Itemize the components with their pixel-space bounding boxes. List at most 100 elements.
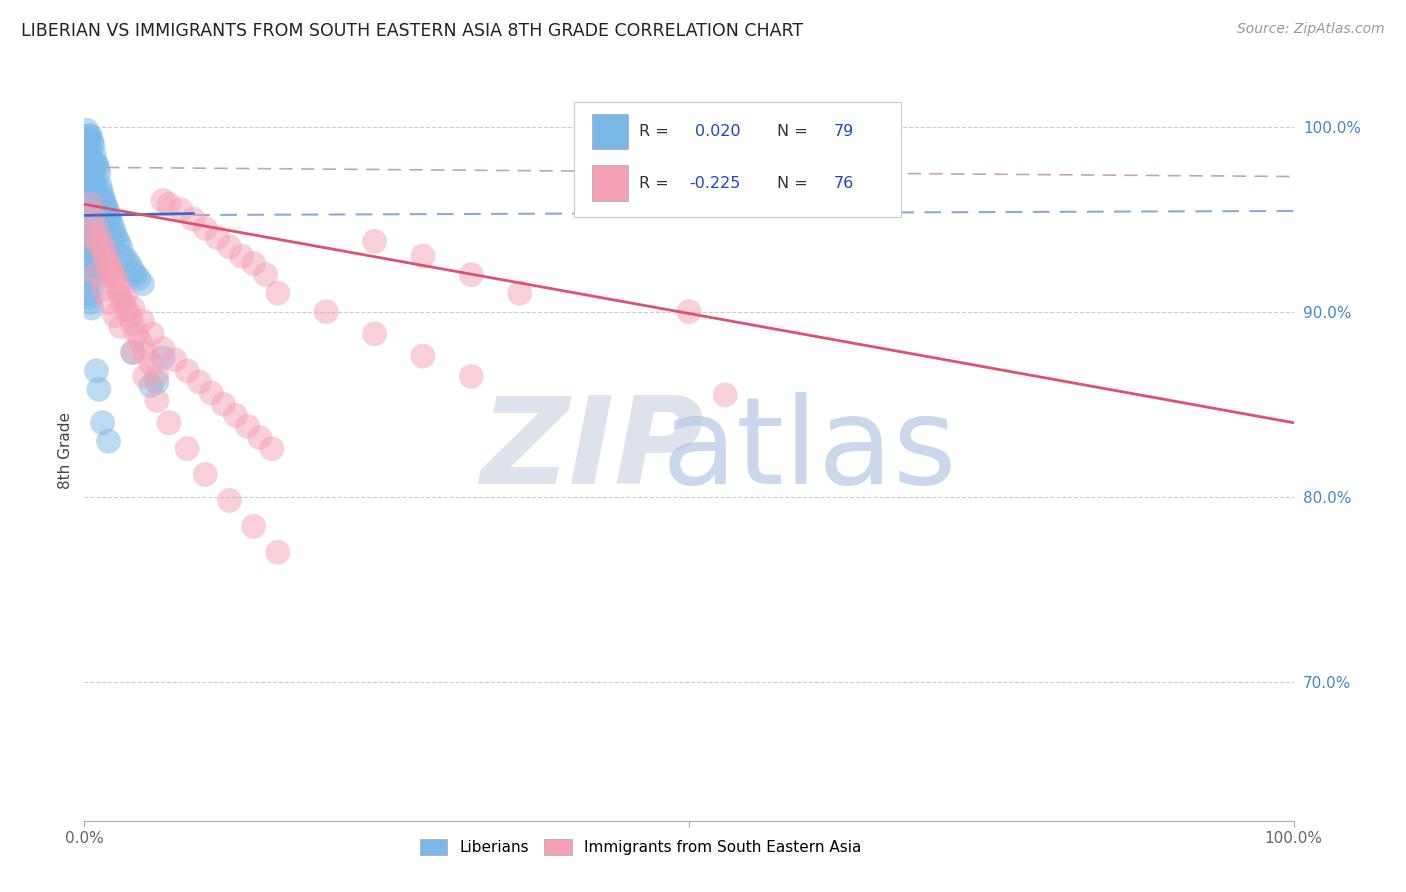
Point <box>89 178 111 193</box>
Point <box>87 230 110 244</box>
Point <box>76 123 98 137</box>
Point <box>86 258 108 272</box>
Point <box>188 375 211 389</box>
Point <box>80 156 103 170</box>
Point <box>121 345 143 359</box>
Point <box>79 142 101 156</box>
Point <box>86 221 108 235</box>
Point <box>121 318 143 332</box>
Text: R =: R = <box>640 124 669 139</box>
Point <box>80 301 103 315</box>
Point <box>79 166 101 180</box>
Point <box>77 153 100 167</box>
Point <box>89 202 111 217</box>
Text: ZIP: ZIP <box>481 392 704 509</box>
Point <box>87 238 110 252</box>
Point <box>97 434 120 449</box>
Text: 79: 79 <box>834 124 855 139</box>
Point <box>714 388 737 402</box>
Point <box>87 383 110 397</box>
Point <box>121 301 143 315</box>
Point <box>702 166 724 180</box>
Point <box>96 202 118 217</box>
Point <box>103 268 125 282</box>
Point <box>77 175 100 189</box>
Point <box>267 545 290 559</box>
Point <box>165 352 187 367</box>
Point <box>107 282 129 296</box>
Point <box>79 221 101 235</box>
Point <box>134 345 156 359</box>
Point <box>97 258 120 272</box>
Point <box>107 278 129 293</box>
Point <box>267 286 290 301</box>
Point <box>129 334 152 349</box>
Text: atlas: atlas <box>662 392 957 509</box>
Point <box>114 290 136 304</box>
Point <box>141 326 163 341</box>
Point <box>77 128 100 143</box>
Point <box>152 194 174 208</box>
Point <box>79 258 101 272</box>
Point <box>104 230 127 244</box>
Point <box>120 258 142 272</box>
Point <box>200 386 222 401</box>
Point <box>110 319 132 334</box>
Point <box>121 264 143 278</box>
Point <box>82 185 104 199</box>
Point <box>254 268 277 282</box>
Point <box>91 282 114 296</box>
Point <box>157 416 180 430</box>
Point <box>131 314 153 328</box>
Point <box>460 369 482 384</box>
Point <box>152 342 174 356</box>
Text: N =: N = <box>778 124 808 139</box>
Text: Source: ZipAtlas.com: Source: ZipAtlas.com <box>1237 22 1385 37</box>
Point <box>104 271 127 285</box>
Point <box>77 132 100 146</box>
Point <box>79 128 101 143</box>
Point <box>77 202 100 217</box>
Point <box>86 190 108 204</box>
Point <box>121 345 143 359</box>
Point <box>115 302 138 317</box>
Point <box>93 249 115 263</box>
Point <box>110 240 132 254</box>
Point <box>94 249 117 263</box>
Point <box>77 290 100 304</box>
Point <box>86 161 108 175</box>
Point <box>363 326 385 341</box>
Point <box>100 216 122 230</box>
Text: 0.020: 0.020 <box>695 124 741 139</box>
Point <box>83 277 105 291</box>
Point <box>86 156 108 170</box>
Point <box>83 230 105 244</box>
Point <box>249 430 271 444</box>
Point <box>91 190 114 204</box>
Point <box>82 235 104 249</box>
Point <box>77 249 100 263</box>
Point <box>194 221 217 235</box>
Point <box>218 493 240 508</box>
Point <box>84 178 107 193</box>
Point <box>86 252 108 267</box>
Point <box>82 271 104 285</box>
Point <box>146 368 169 382</box>
Point <box>87 166 110 180</box>
Point <box>97 295 120 310</box>
Point <box>242 256 264 270</box>
Point <box>82 138 104 153</box>
Text: -0.225: -0.225 <box>689 176 741 191</box>
Text: LIBERIAN VS IMMIGRANTS FROM SOUTH EASTERN ASIA 8TH GRADE CORRELATION CHART: LIBERIAN VS IMMIGRANTS FROM SOUTH EASTER… <box>21 22 803 40</box>
Point <box>146 393 169 408</box>
Point <box>176 364 198 378</box>
Point <box>86 364 108 378</box>
Legend: Liberians, Immigrants from South Eastern Asia: Liberians, Immigrants from South Eastern… <box>413 833 868 861</box>
Point <box>152 351 174 365</box>
Point <box>86 185 108 199</box>
Point <box>509 286 531 301</box>
Point <box>80 134 103 148</box>
Point <box>80 268 103 282</box>
Point <box>460 268 482 282</box>
Point <box>103 221 125 235</box>
